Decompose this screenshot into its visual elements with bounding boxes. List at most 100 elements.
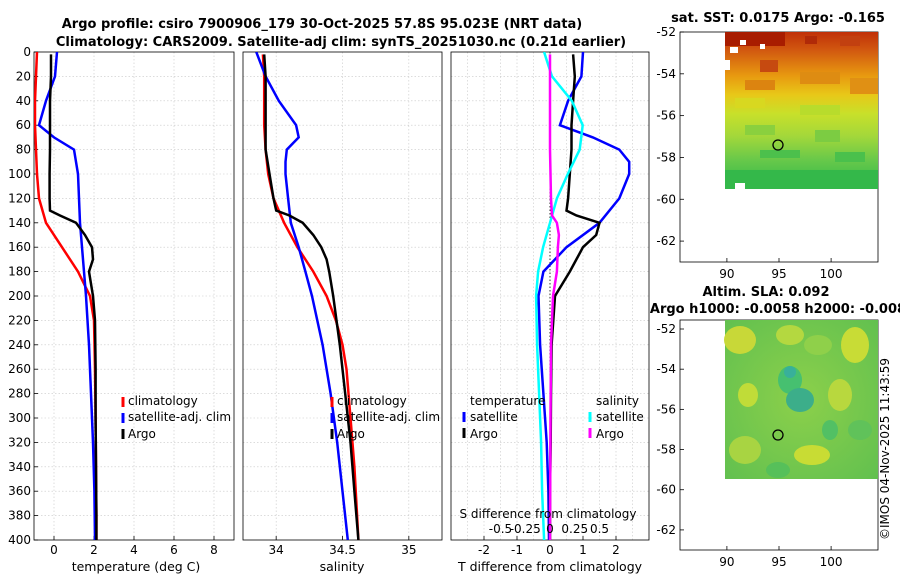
salinity-grid: [243, 52, 442, 540]
figure-title-line2: Climatology: CARS2009. Satellite-adj cli…: [56, 35, 626, 50]
sla-map-title-line2: Argo h1000: -0.0058 h2000: -0.008: [650, 302, 900, 317]
salinity-x-ticks: 34 34.5 35: [269, 536, 416, 557]
difference-legend-sal-satellite: satellite: [596, 410, 644, 424]
temperature-legend: climatology satellite-adj. clim Argo: [121, 394, 231, 441]
depth-tick-label: 260: [8, 362, 31, 376]
depth-tick-label: 60: [16, 118, 31, 132]
sla-map-image: [724, 320, 878, 479]
temperature-diff-satellite-line: [537, 52, 631, 540]
imos-watermark: ©IMOS 04-Nov-2025 11:43:59: [878, 358, 892, 540]
sla-map-x-tick-label: 100: [820, 555, 843, 569]
temperature-x-tick-label: 4: [130, 543, 138, 557]
temperature-satellite-line: [37, 52, 97, 540]
difference-x-label: T difference from climatology: [457, 559, 643, 574]
difference-s-tick-label: 0.5: [590, 522, 609, 536]
difference-panel: -2 -1 0 1 2 S difference from climatology -0…: [450, 51, 650, 574]
sst-map-y-tick-label: -58: [656, 150, 676, 164]
salinity-argo-line: [262, 54, 360, 540]
sst-argo-location-marker: [772, 139, 784, 151]
difference-x-tick-label: -1: [511, 543, 523, 557]
temperature-axes-box: [33, 51, 235, 541]
salinity-x-tick-label: 34.5: [329, 543, 356, 557]
depth-tick-label: 140: [8, 216, 31, 230]
sst-map-image: [725, 32, 878, 189]
salinity-legend-argo: Argo: [337, 427, 365, 441]
temperature-legend-climatology: climatology: [128, 394, 198, 408]
difference-legend-sal-title: salinity: [596, 394, 639, 408]
depth-tick-label: 280: [8, 387, 31, 401]
difference-s-axis-label: S difference from climatology: [460, 507, 637, 521]
temperature-legend-argo: Argo: [128, 427, 156, 441]
sla-map-y-tick-label: -52: [656, 322, 676, 336]
sla-map-x-tick-label: 95: [771, 555, 786, 569]
sla-map-y-ticks: -52 -54 -56 -58 -60 -62: [656, 322, 684, 537]
temperature-x-tick-label: 8: [210, 543, 218, 557]
figure-title-line1: Argo profile: csiro 7900906_179 30-Oct-2…: [62, 17, 583, 32]
sla-map-panel: Altim. SLA: 0.092 Argo h1000: -0.0058 h2…: [650, 285, 900, 569]
depth-tick-label: 380: [8, 509, 31, 523]
difference-legend-temp-title: temperature: [470, 394, 545, 408]
salinity-x-tick-label: 35: [401, 543, 416, 557]
sla-map-x-ticks: 90 95 100: [719, 546, 843, 569]
depth-tick-label: 80: [16, 143, 31, 157]
depth-tick-label: 360: [8, 484, 31, 498]
depth-tick-label: 120: [8, 191, 31, 205]
difference-x-tick-label: -2: [478, 543, 490, 557]
depth-tick-label: 0: [23, 45, 31, 59]
salinity-x-tick-label: 34: [269, 543, 284, 557]
difference-grid: [451, 52, 649, 540]
temperature-depth-ticks: 0 20 40 60 80 100 120 140 160 180 200 220 240 260 280 3…: [8, 45, 38, 547]
salinity-panel: 34 34.5 35 salinity climatology satellite-…: [242, 51, 443, 574]
depth-tick-label: 220: [8, 313, 31, 327]
difference-s-tick-label: -0.5: [489, 522, 512, 536]
temperature-x-tick-label: 0: [50, 543, 58, 557]
difference-x-tick-label: 1: [579, 543, 587, 557]
sla-map-y-tick-label: -56: [656, 402, 676, 416]
temperature-x-ticks: 0 2 4 6 8: [50, 536, 218, 557]
depth-tick-label: 320: [8, 435, 31, 449]
sla-map-x-tick-label: 90: [719, 555, 734, 569]
depth-tick-label: 100: [8, 167, 31, 181]
temperature-grid: [34, 52, 234, 540]
difference-x-tick-label: 0: [546, 543, 554, 557]
sla-map-y-tick-label: -58: [656, 443, 676, 457]
sst-map-y-tick-label: -52: [656, 25, 676, 39]
sla-map-y-tick-label: -62: [656, 523, 676, 537]
sla-map-y-tick-label: -54: [656, 362, 676, 376]
depth-tick-label: 40: [16, 94, 31, 108]
sst-map-panel: sat. SST: 0.0175 Argo: -0.165: [656, 11, 885, 281]
temperature-x-label: temperature (deg C): [72, 559, 201, 574]
difference-s-ticks: -0.5-0.25 0 0.25 0.5: [489, 522, 609, 536]
temperature-x-tick-label: 2: [90, 543, 98, 557]
sst-map-y-tick-label: -54: [656, 67, 676, 81]
temperature-legend-satellite: satellite-adj. clim: [128, 410, 231, 424]
sst-map-x-tick-label: 100: [820, 267, 843, 281]
difference-legend-temp-argo: Argo: [470, 427, 498, 441]
depth-tick-label: 400: [8, 533, 31, 547]
sst-map-title: sat. SST: 0.0175 Argo: -0.165: [671, 11, 885, 26]
depth-tick-label: 240: [8, 338, 31, 352]
depth-tick-label: 300: [8, 411, 31, 425]
depth-tick-label: 180: [8, 265, 31, 279]
difference-s-tick-label: -0.25: [510, 522, 541, 536]
salinity-legend: climatology satellite-adj. clim Argo: [330, 394, 440, 441]
salinity-legend-climatology: climatology: [337, 394, 407, 408]
difference-legend-sal-argo: Argo: [596, 427, 624, 441]
difference-s-tick-label: 0.25: [561, 522, 588, 536]
salinity-x-label: salinity: [320, 559, 365, 574]
depth-tick-label: 340: [8, 460, 31, 474]
temperature-panel: 0204060801001201401601802002202402602803…: [8, 45, 235, 574]
salinity-legend-satellite: satellite-adj. clim: [337, 410, 440, 424]
depth-tick-label: 200: [8, 289, 31, 303]
difference-s-tick-label: 0: [546, 522, 554, 536]
sla-map-title-line1: Altim. SLA: 0.092: [703, 285, 830, 300]
sst-map-x-tick-label: 90: [719, 267, 734, 281]
temperature-diff-argo-line: [548, 54, 602, 540]
sst-map-x-ticks: 90 95 100: [719, 258, 843, 281]
depth-tick-label: 20: [16, 69, 31, 83]
sst-map-x-tick-label: 95: [771, 267, 786, 281]
sla-map-y-tick-label: -60: [656, 483, 676, 497]
temperature-argo-line: [48, 54, 98, 540]
difference-x-tick-label: 2: [612, 543, 620, 557]
